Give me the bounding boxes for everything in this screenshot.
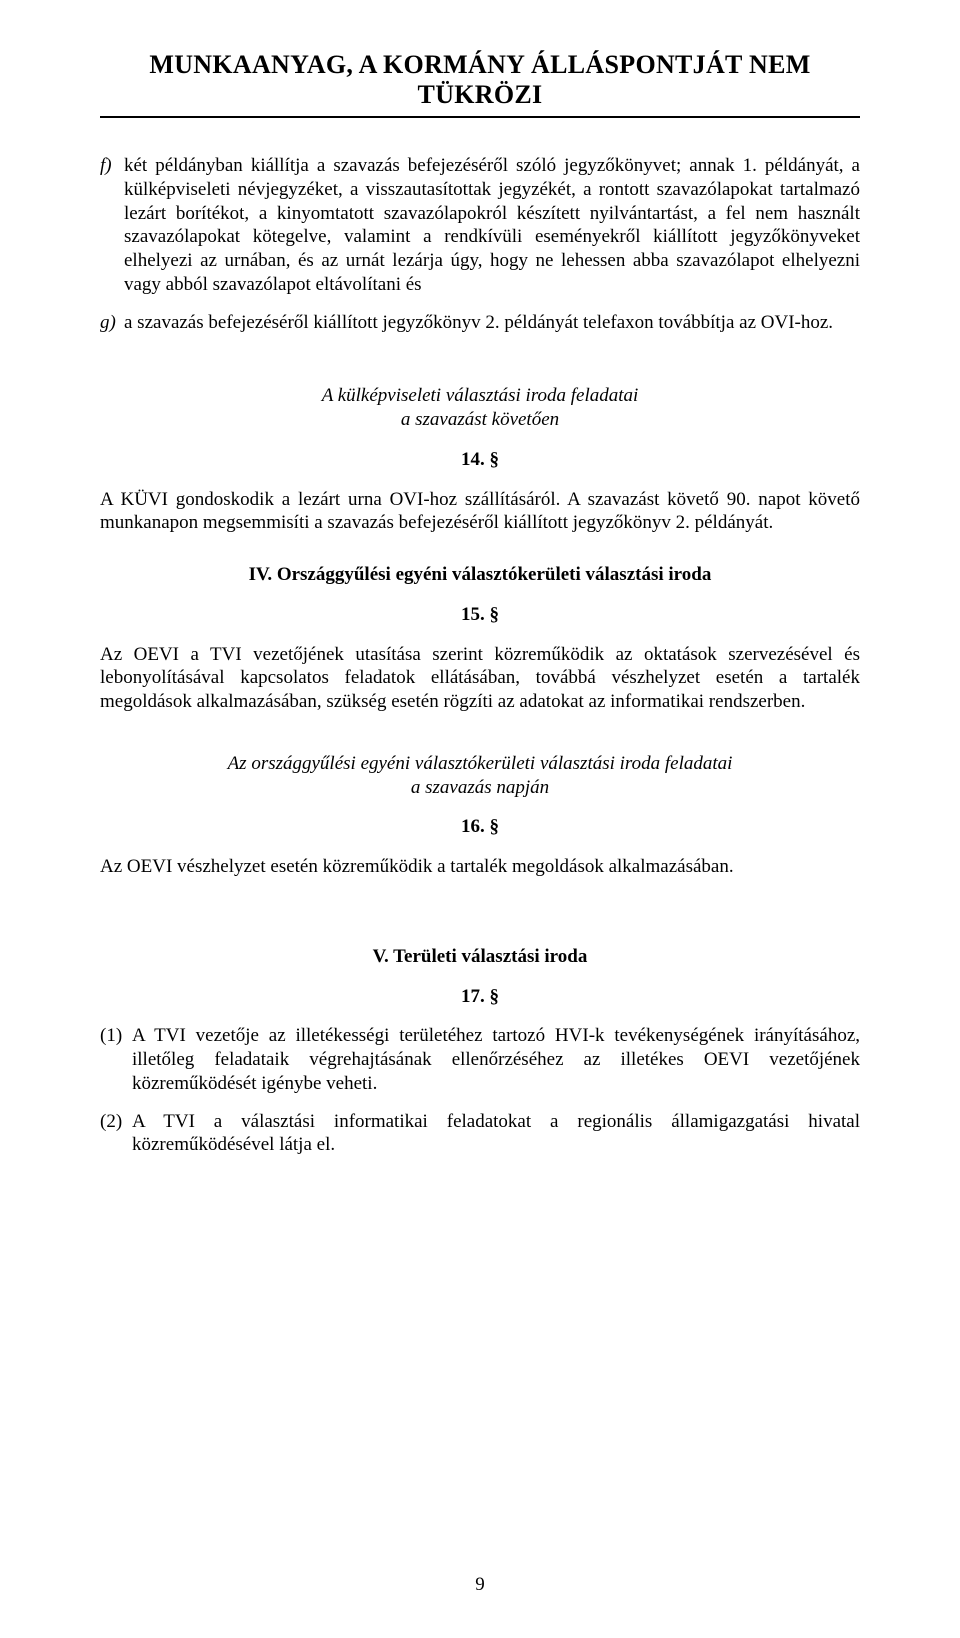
para-kuvi: A KÜVI gondoskodik a lezárt urna OVI-hoz… <box>100 488 860 536</box>
document-header: MUNKAANYAG, A KORMÁNY ÁLLÁSPONTJÁT NEM T… <box>100 50 860 110</box>
numbered-marker: (2) <box>100 1110 132 1158</box>
section-number-14: 14. § <box>100 448 860 472</box>
numbered-content: A TVI a választási informatikai feladato… <box>132 1110 860 1158</box>
section-number-15: 15. § <box>100 603 860 627</box>
section-heading-v: V. Területi választási iroda <box>100 945 860 969</box>
numbered-content: A TVI vezetője az illetékességi területé… <box>132 1024 860 1095</box>
numbered-marker: (1) <box>100 1024 132 1095</box>
numbered-item-1: (1) A TVI vezetője az illetékességi terü… <box>100 1024 860 1095</box>
header-rule <box>100 116 860 118</box>
numbered-item-2: (2) A TVI a választási informatikai fela… <box>100 1110 860 1158</box>
list-marker: f) <box>100 154 124 297</box>
section-heading-oevi-line2: a szavazás napján <box>100 776 860 800</box>
para-oevi-day: Az OEVI vészhelyzet esetén közreműködik … <box>100 855 860 879</box>
section-number-17: 17. § <box>100 985 860 1009</box>
section-heading-kuvi-line1: A külképviseleti választási iroda felada… <box>100 384 860 408</box>
section-heading-oevi-line1: Az országgyűlési egyéni választókerületi… <box>100 752 860 776</box>
list-marker: g) <box>100 311 124 335</box>
section-heading-iv: IV. Országgyűlési egyéni választókerület… <box>100 563 860 587</box>
list-content: két példányban kiállítja a szavazás befe… <box>124 154 860 297</box>
list-item-f: f) két példányban kiállítja a szavazás b… <box>100 154 860 297</box>
page-number: 9 <box>0 1574 960 1596</box>
list-item-g: g) a szavazás befejezéséről kiállított j… <box>100 311 860 335</box>
list-content: a szavazás befejezéséről kiállított jegy… <box>124 311 860 335</box>
section-heading-kuvi-line2: a szavazást követően <box>100 408 860 432</box>
section-number-16: 16. § <box>100 815 860 839</box>
para-iv: Az OEVI a TVI vezetőjének utasítása szer… <box>100 643 860 714</box>
